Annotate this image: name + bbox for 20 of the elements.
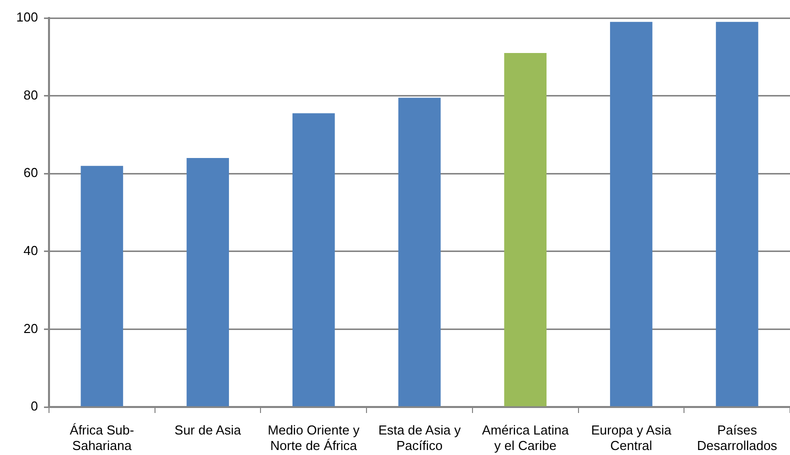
bar (610, 22, 652, 406)
x-tick-label: Europa y Asia Central (591, 422, 672, 453)
bar (292, 113, 335, 406)
x-tick-label: Países Desarrollados (696, 422, 778, 453)
x-tick-label: América Latina y el Caribe (482, 422, 570, 453)
y-tick-label: 20 (24, 320, 38, 336)
y-tick-label: 80 (24, 87, 38, 102)
x-tick-label: África Sub-Sahariana (70, 422, 134, 453)
y-tick-label: 40 (24, 242, 38, 258)
bar (186, 158, 229, 406)
y-tick-label: 0 (30, 398, 38, 414)
y-tick-label: 100 (16, 10, 38, 25)
x-tick-label: Sur de Asia (174, 422, 242, 438)
bar (398, 98, 441, 406)
y-tick-label: 60 (24, 165, 38, 180)
x-tick-label: Medio Oriente y Norte de África (268, 422, 360, 453)
bar (504, 53, 547, 406)
x-tick-label: Esta de Asia y Pacífico (378, 422, 462, 453)
bar (80, 166, 124, 406)
bar (716, 22, 758, 406)
